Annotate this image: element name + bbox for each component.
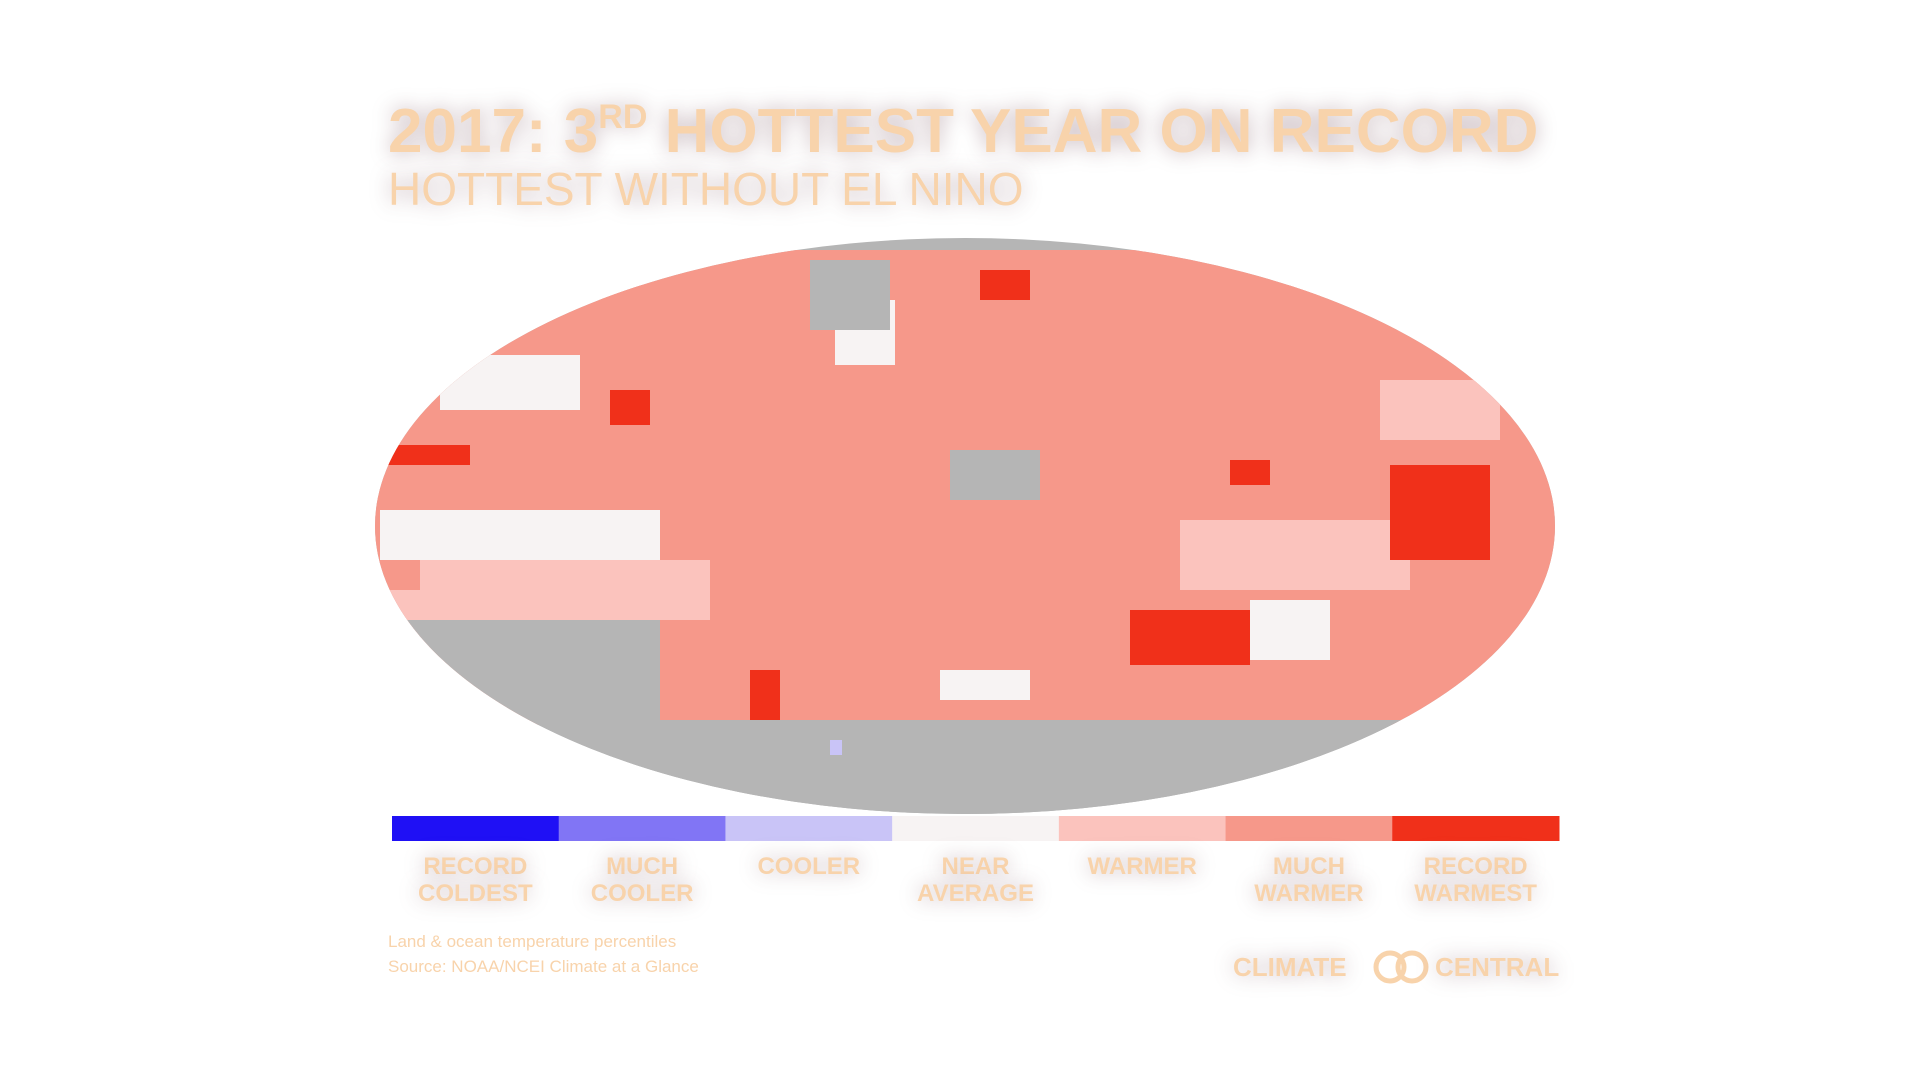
map-cell — [980, 270, 1030, 300]
map-cell — [1390, 465, 1490, 560]
map-cell — [375, 620, 660, 814]
map-cell — [810, 260, 890, 330]
subtitle: HOTTEST WITHOUT EL NINO — [388, 163, 1024, 215]
legend-swatch — [1058, 816, 1227, 841]
map-cell — [950, 450, 1040, 500]
map-cell — [830, 740, 842, 755]
legend-label: MUCH — [1273, 853, 1345, 880]
map-cell — [1180, 520, 1410, 590]
map-cell — [440, 355, 580, 410]
legend-swatch — [1225, 816, 1393, 841]
legend-swatch — [892, 816, 1060, 841]
legend-label: WARMER — [1254, 880, 1363, 907]
map-cell — [375, 445, 470, 465]
map-cell — [610, 390, 650, 425]
legend-label: MUCH — [606, 853, 678, 880]
map-cell — [1130, 610, 1250, 665]
legend-label: COOLER — [757, 853, 860, 880]
map — [375, 238, 1555, 814]
logo: CLIMATE CENTRAL — [1233, 950, 1559, 984]
legend-label: WARMER — [1088, 853, 1197, 880]
logo-ring — [1373, 950, 1407, 984]
legend-swatch — [725, 816, 893, 841]
legend-label: RECORD — [423, 853, 527, 880]
note: Land & ocean temperature percentiles — [388, 932, 676, 951]
legend-swatch — [558, 816, 726, 841]
map-cell — [1230, 460, 1270, 485]
legend-label: COOLER — [591, 880, 694, 907]
legend-swatch — [1392, 816, 1560, 841]
logo-right: CENTRAL — [1435, 952, 1559, 982]
legend-swatch — [392, 816, 560, 841]
map-cell — [1250, 600, 1330, 660]
legend-label: WARMEST — [1414, 880, 1537, 907]
legend-label: AVERAGE — [917, 880, 1034, 907]
map-cell — [1380, 380, 1500, 440]
map-cell — [660, 720, 1555, 814]
logo-left: CLIMATE — [1233, 952, 1347, 982]
logo-ring — [1395, 950, 1429, 984]
title: 2017: 3RD HOTTEST YEAR ON RECORD — [388, 97, 1538, 166]
map-cell — [560, 250, 1320, 300]
source: Source: NOAA/NCEI Climate at a Glance — [388, 957, 699, 976]
legend-label: NEAR — [941, 853, 1009, 880]
legend-label: RECORD — [1424, 853, 1528, 880]
map-cell — [380, 510, 660, 560]
legend-label: COLDEST — [418, 880, 533, 907]
map-cell — [940, 670, 1030, 700]
map-cell — [750, 670, 780, 720]
